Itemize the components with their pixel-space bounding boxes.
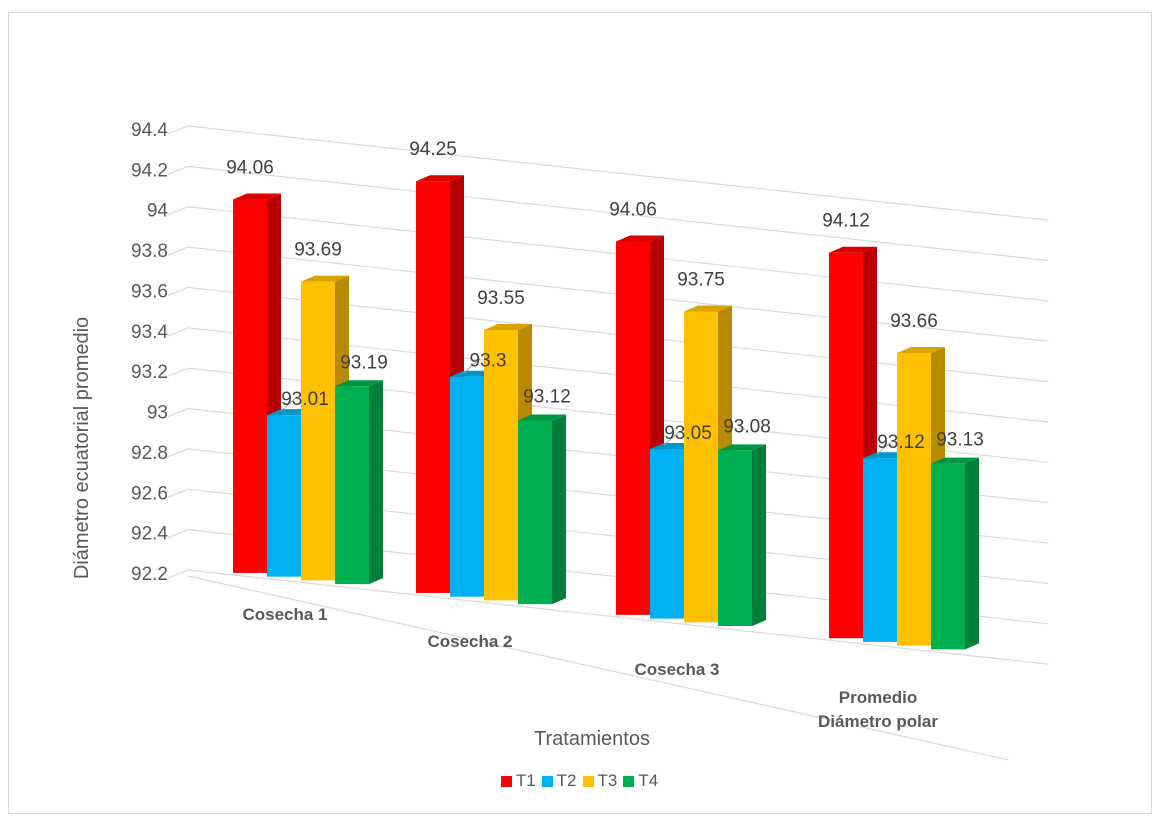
legend-label: T4: [638, 771, 659, 790]
gridlines: [167, 125, 1049, 761]
data-label-t2-1: 93.01: [281, 389, 329, 410]
gridline: [167, 327, 1049, 423]
floor-line: [187, 575, 1009, 761]
legend-swatch: [541, 775, 553, 787]
data-label-t3-2: 93.55: [477, 288, 525, 309]
gridline: [167, 125, 1049, 221]
data-label-t3-3: 93.75: [677, 269, 725, 290]
data-label-t4-3: 93.08: [723, 416, 771, 437]
legend-item-t3: T3: [582, 771, 618, 791]
legend-swatch: [623, 775, 635, 787]
leader-line: [876, 439, 894, 455]
y-tick-label: 92.6: [131, 483, 168, 504]
y-tick-label: 94.4: [131, 120, 168, 141]
data-label-t3-1: 93.69: [294, 240, 342, 261]
data-label-t1-3: 94.06: [609, 199, 657, 220]
data-label-t2-2: 93.3: [470, 351, 507, 372]
bar-t4-2: [518, 414, 566, 605]
y-tick-label: 94.2: [131, 160, 168, 181]
gridline: [167, 165, 1049, 262]
y-tick-label: 93.4: [131, 322, 168, 343]
x-axis-categories: Cosecha 1 Cosecha 2 Cosecha 3 Promedio Diáme…: [242, 605, 938, 731]
legend-swatch: [500, 775, 512, 787]
leader-line: [463, 358, 481, 374]
legend-item-t1: T1: [500, 771, 536, 791]
bar-t4-1: [335, 380, 383, 585]
data-label-t4-4: 93.13: [936, 430, 984, 451]
y-tick-label: 93.6: [131, 281, 168, 302]
data-label-t1-2: 94.25: [409, 139, 457, 160]
data-labels: 94.06 93.01 93.69 93.19 94.25 93.3 93.55 93.12 9…: [226, 139, 984, 455]
data-label-t4-1: 93.19: [340, 352, 388, 373]
gridline: [167, 367, 1049, 463]
x-category-label: Cosecha 1: [242, 605, 327, 624]
gridline: [167, 569, 1049, 665]
legend-item-t4: T4: [623, 771, 658, 791]
gridline: [167, 246, 1049, 342]
y-tick-label: 93.2: [131, 362, 168, 383]
y-axis-title: Diámetro ecuatorial promedio: [71, 317, 93, 579]
legend-item-t2: T2: [541, 771, 577, 791]
gridline: [167, 206, 1049, 302]
x-category-label: Cosecha 2: [427, 632, 512, 651]
bars: [233, 175, 979, 650]
x-category-label: Cosecha 3: [634, 660, 719, 679]
y-tick-label: 92.2: [131, 564, 168, 585]
data-label-t2-3: 93.05: [664, 423, 712, 444]
y-tick-label: 92.8: [131, 443, 168, 464]
bar-t4-4: [931, 457, 979, 650]
gridline: [167, 286, 1049, 383]
legend-label: T2: [556, 771, 577, 790]
y-tick-label: 93: [147, 403, 168, 424]
x-axis-title: Tratamientos: [534, 728, 650, 750]
legend: T1 T2 T3 T4: [0, 771, 1159, 792]
data-label-t1-4: 94.12: [822, 211, 870, 232]
legend-label: T3: [597, 771, 618, 790]
data-label-t1-1: 94.06: [226, 158, 274, 179]
x-category-label: Promedio: [839, 688, 917, 707]
y-tick-label: 92.4: [131, 524, 168, 545]
y-tick-label: 94: [147, 201, 169, 222]
bar-t4-3: [718, 444, 766, 627]
data-label-t3-4: 93.66: [890, 311, 938, 332]
legend-label: T1: [515, 771, 536, 790]
data-label-t2-4: 93.12: [877, 432, 925, 453]
y-tick-label: 93.8: [131, 241, 168, 262]
legend-swatch: [582, 775, 594, 787]
y-axis-ticks: 92.2 92.4 92.6 92.8 93 93.2 93.4 93.6 93.8 94 94.2…: [131, 120, 168, 585]
data-label-t4-2: 93.12: [523, 386, 571, 407]
leader-line: [280, 396, 298, 412]
leader-line: [663, 430, 681, 446]
x-category-label: Diámetro polar: [818, 712, 938, 731]
